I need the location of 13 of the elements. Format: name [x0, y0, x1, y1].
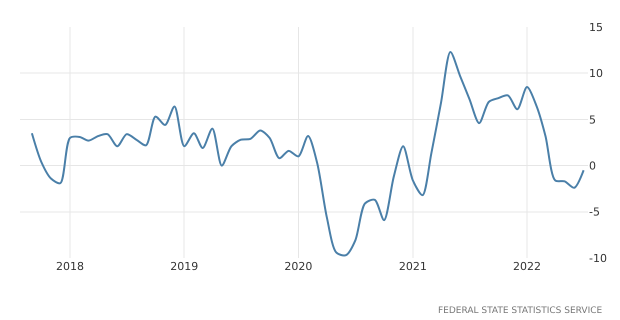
x-tick-label: 2020	[284, 260, 312, 273]
y-tick-label: -5	[589, 206, 600, 219]
y-tick-label: 5	[589, 113, 596, 126]
text: FEDERAL STATE STATISTICS SERVICE	[438, 306, 603, 316]
y-tick-label: 10	[589, 67, 603, 80]
y-tick-label: 0	[589, 159, 596, 172]
y-tick-label: 15	[589, 20, 603, 34]
x-tick-label: 2019	[170, 260, 198, 273]
line-series	[30, 50, 585, 256]
y-tick-label: -10	[589, 252, 607, 265]
x-tick-label: 2021	[398, 260, 427, 273]
x-tick-label: 2018	[56, 260, 84, 273]
x-tick-label: 2022	[513, 260, 542, 273]
